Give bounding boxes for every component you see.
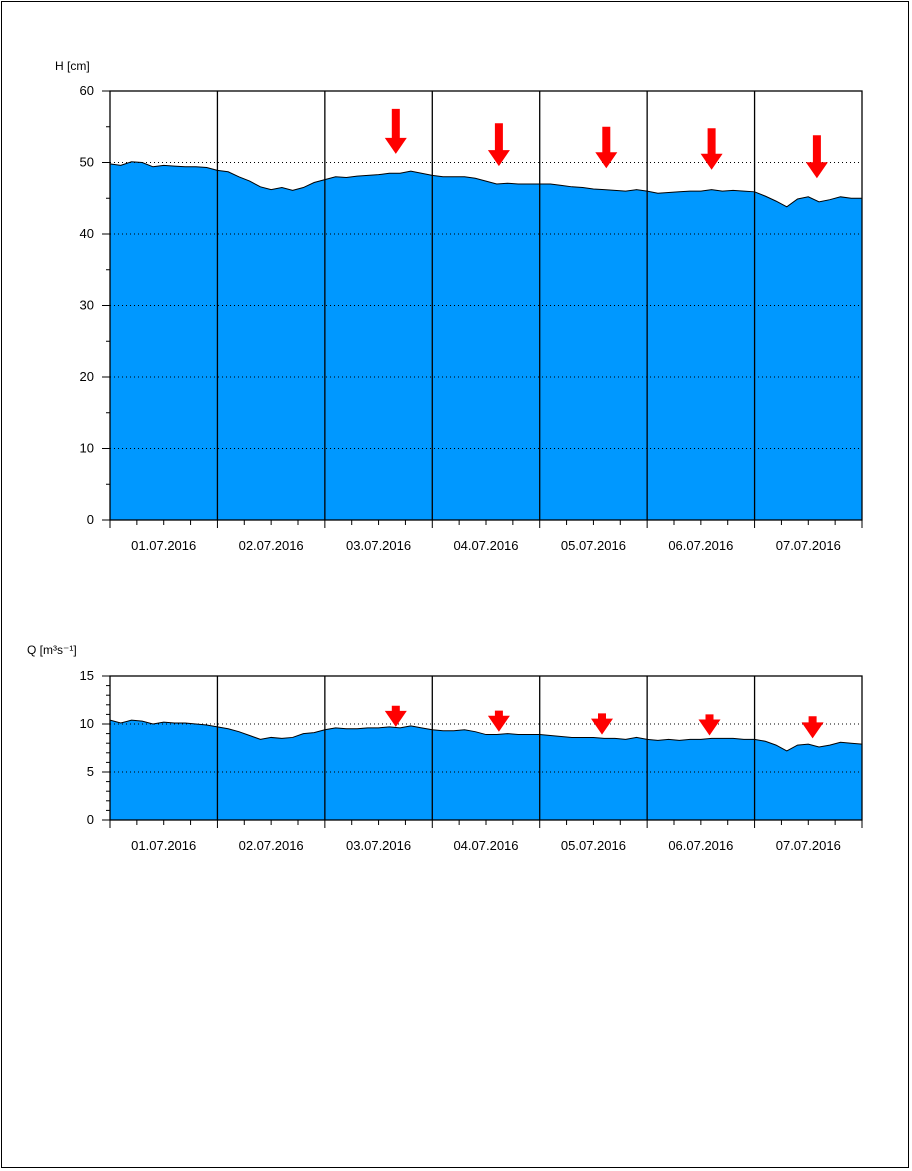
y-tick-label: 10 <box>80 441 94 456</box>
x-tick-label: 06.07.2016 <box>668 838 733 853</box>
y-tick-label: 40 <box>80 226 94 241</box>
y-tick-label: 10 <box>80 716 94 731</box>
y-tick-label: 0 <box>87 512 94 527</box>
annotation-arrow <box>595 126 618 169</box>
annotation-arrow <box>700 128 723 170</box>
annotation-arrow <box>801 716 824 739</box>
x-tick-label: 06.07.2016 <box>668 538 733 553</box>
x-tick-label: 01.07.2016 <box>131 538 196 553</box>
annotation-arrow <box>487 710 510 732</box>
series-area-fill <box>110 720 862 820</box>
annotation-arrow <box>591 713 613 735</box>
y-tick-label: 0 <box>87 812 94 827</box>
x-tick-label: 04.07.2016 <box>453 538 518 553</box>
y-tick-label: 30 <box>80 298 94 313</box>
y-tick-label: 15 <box>80 668 94 683</box>
x-tick-label: 04.07.2016 <box>453 838 518 853</box>
x-tick-label: 05.07.2016 <box>561 538 626 553</box>
x-tick-label: 02.07.2016 <box>239 838 304 853</box>
y-axis-title: Q [m³s⁻¹] <box>27 643 77 657</box>
series-area-fill <box>110 161 862 520</box>
annotation-arrow <box>384 705 407 727</box>
annotation-arrow <box>487 123 510 167</box>
chart-water-level: 0 10 20 30 40 50 60 01.07.2016 02.07.2016 03.07.2… <box>55 59 863 553</box>
x-tick-label: 01.07.2016 <box>131 838 196 853</box>
x-tick-label: 02.07.2016 <box>239 538 304 553</box>
x-tick-label: 03.07.2016 <box>346 538 411 553</box>
y-tick-label: 5 <box>87 764 94 779</box>
y-tick-label: 60 <box>80 83 94 98</box>
y-tick-label: 20 <box>80 369 94 384</box>
series-line <box>109 161 862 208</box>
y-axis-title: H [cm] <box>55 59 90 73</box>
y-tick-label: 50 <box>80 155 94 170</box>
x-tick-label: 07.07.2016 <box>776 538 841 553</box>
x-tick-label: 03.07.2016 <box>346 838 411 853</box>
chart-discharge: 0 5 10 15 01.07.2016 02.07.2016 03.07.2016 04.0… <box>27 643 863 853</box>
series-line <box>109 719 863 752</box>
annotation-arrow <box>805 135 828 179</box>
x-tick-label: 07.07.2016 <box>776 838 841 853</box>
x-tick-label: 05.07.2016 <box>561 838 626 853</box>
annotation-arrow <box>384 108 407 154</box>
annotation-arrow <box>698 714 721 736</box>
